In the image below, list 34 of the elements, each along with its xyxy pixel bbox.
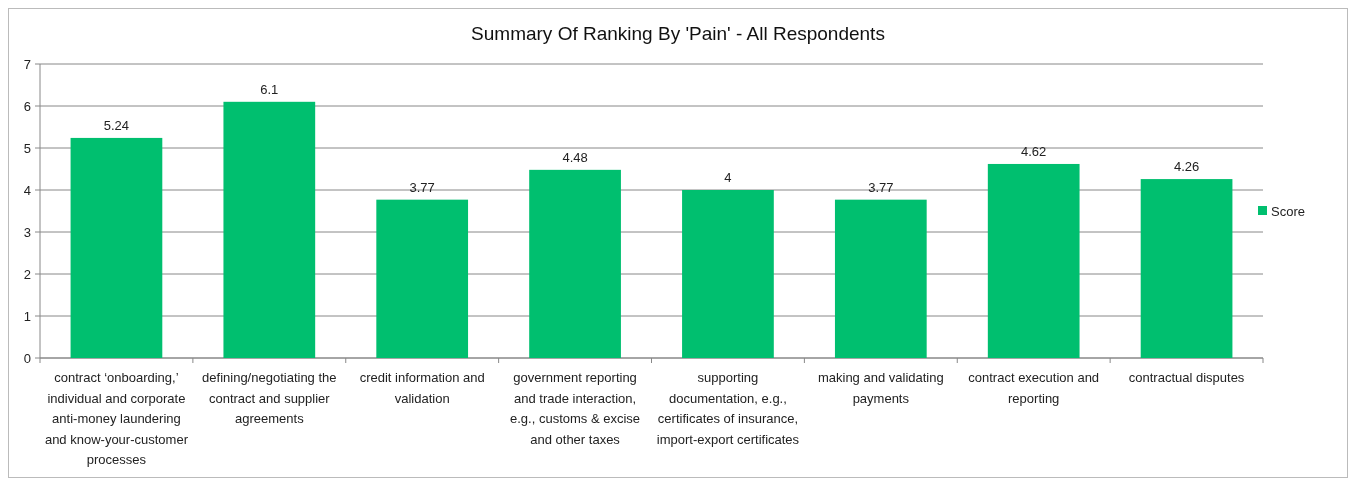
x-tick-label: contractual disputes — [1128, 370, 1245, 385]
y-tick-label: 2 — [23, 266, 31, 282]
x-tick-label: making and validating payments — [817, 370, 944, 406]
data-label: 4.48 — [562, 149, 588, 165]
x-tick-label: credit information and validation — [359, 370, 485, 406]
y-tick-label: 1 — [23, 308, 31, 324]
x-tick-label: government reporting and trade interaction, e.g., customs & excise and other taxes — [510, 370, 641, 447]
y-tick-label: 5 — [23, 140, 31, 156]
bar — [529, 169, 621, 358]
data-label: 4.62 — [1021, 143, 1047, 159]
y-tick-label: 4 — [23, 182, 31, 198]
data-label: 6.1 — [260, 81, 279, 97]
data-label: 4.26 — [1173, 159, 1200, 175]
x-tick-label: contract execution and reporting — [968, 370, 1100, 406]
data-label: 3.77 — [868, 179, 894, 195]
bar — [223, 101, 316, 358]
bar — [70, 137, 163, 358]
bar — [987, 163, 1080, 358]
legend-label: Score — [1271, 203, 1305, 219]
x-tick-label: defining/negotiating the contract and supplier agreements — [202, 370, 337, 426]
bar — [376, 199, 469, 358]
bar — [1140, 179, 1233, 358]
x-tick-label: supporting documentation, e.g., certificates of insurance, import-export certificates — [656, 370, 800, 447]
bar — [682, 190, 774, 358]
y-tick-label: 0 — [23, 350, 31, 366]
chart-title: Summary Of Ranking By 'Pain' - All Respondents — [471, 23, 885, 44]
y-tick-label: 3 — [23, 224, 31, 240]
data-label: 3.77 — [409, 179, 435, 195]
y-tick-label: 7 — [23, 56, 31, 72]
data-label: 5.24 — [103, 117, 130, 133]
x-tick-label: contract ‘onboarding,’ individual and corporate anti-money laundering and know-your-customer processes — [44, 370, 189, 467]
bar — [834, 199, 927, 358]
y-tick-label: 6 — [23, 98, 31, 114]
data-label: 4 — [724, 170, 732, 185]
